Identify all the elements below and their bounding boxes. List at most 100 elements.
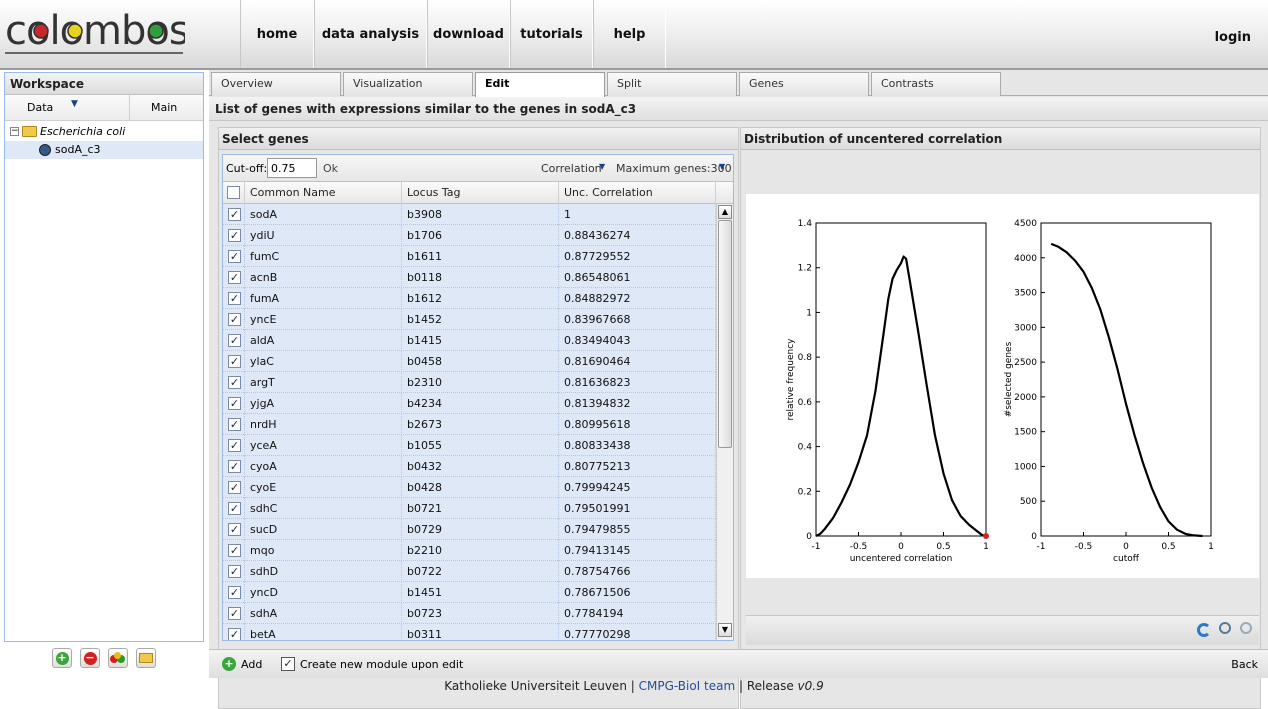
col-main[interactable]: Main xyxy=(151,101,178,114)
cutoff-input[interactable] xyxy=(267,158,317,178)
row-select-cell[interactable]: ✓ xyxy=(223,351,245,372)
chevron-down-icon[interactable]: ▼ xyxy=(719,162,726,171)
row-checkbox[interactable]: ✓ xyxy=(228,565,241,578)
add-module-button[interactable]: + xyxy=(52,648,72,668)
tab-genes[interactable]: Genes xyxy=(739,72,869,96)
table-row[interactable]: ✓ yjgA b4234 0.81394832 xyxy=(223,393,716,414)
table-row[interactable]: ✓ ydiU b1706 0.88436274 xyxy=(223,225,716,246)
footer-team-link[interactable]: CMPG-BioI team xyxy=(638,679,736,693)
create-module-checkbox[interactable]: ✓ xyxy=(281,657,295,671)
col-data[interactable]: Data xyxy=(27,101,54,114)
nav-help[interactable]: help xyxy=(593,0,666,68)
zoom-out-icon[interactable] xyxy=(1240,622,1252,634)
table-row[interactable]: ✓ aldA b1415 0.83494043 xyxy=(223,330,716,351)
row-select-cell[interactable]: ✓ xyxy=(223,267,245,288)
row-checkbox[interactable]: ✓ xyxy=(228,376,241,389)
tree-node-ecoli[interactable]: − Escherichia coli xyxy=(5,123,203,141)
tree-node-soda[interactable]: sodA_c3 xyxy=(5,141,203,159)
row-select-cell[interactable]: ✓ xyxy=(223,477,245,498)
table-row[interactable]: ✓ yncE b1452 0.83967668 xyxy=(223,309,716,330)
max-genes-dropdown[interactable]: Maximum genes:300 xyxy=(616,162,732,175)
tab-contrasts[interactable]: Contrasts xyxy=(871,72,1001,96)
row-select-cell[interactable]: ✓ xyxy=(223,372,245,393)
row-checkbox[interactable]: ✓ xyxy=(228,334,241,347)
table-row[interactable]: ✓ sodA b3908 1 xyxy=(223,204,716,225)
table-row[interactable]: ✓ acnB b0118 0.86548061 xyxy=(223,267,716,288)
new-folder-button[interactable] xyxy=(136,648,156,668)
refresh-icon[interactable] xyxy=(1197,623,1211,637)
scroll-down-arrow[interactable]: ▼ xyxy=(718,623,732,637)
row-checkbox[interactable]: ✓ xyxy=(228,502,241,515)
row-checkbox[interactable]: ✓ xyxy=(228,481,241,494)
row-checkbox[interactable]: ✓ xyxy=(228,418,241,431)
tab-visualization[interactable]: Visualization xyxy=(343,72,473,96)
row-select-cell[interactable]: ✓ xyxy=(223,540,245,561)
nav-data-analysis[interactable]: data analysis xyxy=(314,0,427,68)
nav-tutorials[interactable]: tutorials xyxy=(510,0,593,68)
zoom-in-icon[interactable] xyxy=(1219,622,1231,634)
row-select-cell[interactable]: ✓ xyxy=(223,288,245,309)
add-icon[interactable]: + xyxy=(222,657,236,671)
table-row[interactable]: ✓ nrdH b2673 0.80995618 xyxy=(223,414,716,435)
nav-download[interactable]: download xyxy=(427,0,510,68)
ok-button[interactable]: Ok xyxy=(323,162,339,175)
row-checkbox[interactable]: ✓ xyxy=(228,229,241,242)
row-checkbox[interactable]: ✓ xyxy=(228,523,241,536)
row-select-cell[interactable]: ✓ xyxy=(223,246,245,267)
nav-home[interactable]: home xyxy=(240,0,314,68)
row-select-cell[interactable]: ✓ xyxy=(223,624,245,640)
row-select-cell[interactable]: ✓ xyxy=(223,414,245,435)
row-checkbox[interactable]: ✓ xyxy=(228,544,241,557)
table-row[interactable]: ✓ sucD b0729 0.79479855 xyxy=(223,519,716,540)
table-row[interactable]: ✓ cyoE b0428 0.79994245 xyxy=(223,477,716,498)
row-select-cell[interactable]: ✓ xyxy=(223,204,245,225)
back-button[interactable]: Back xyxy=(1231,658,1258,671)
table-row[interactable]: ✓ yncD b1451 0.78671506 xyxy=(223,582,716,603)
scroll-up-arrow[interactable]: ▲ xyxy=(718,205,732,219)
tab-split[interactable]: Split xyxy=(607,72,737,96)
row-checkbox[interactable]: ✓ xyxy=(228,355,241,368)
row-checkbox[interactable]: ✓ xyxy=(228,607,241,620)
table-row[interactable]: ✓ fumA b1612 0.84882972 xyxy=(223,288,716,309)
row-select-cell[interactable]: ✓ xyxy=(223,582,245,603)
scroll-thumb[interactable] xyxy=(718,220,732,448)
row-checkbox[interactable]: ✓ xyxy=(228,271,241,284)
row-select-cell[interactable]: ✓ xyxy=(223,330,245,351)
row-select-cell[interactable]: ✓ xyxy=(223,561,245,582)
row-checkbox[interactable]: ✓ xyxy=(228,586,241,599)
row-select-cell[interactable]: ✓ xyxy=(223,498,245,519)
table-row[interactable]: ✓ sdhD b0722 0.78754766 xyxy=(223,561,716,582)
header-unc-correlation[interactable]: Unc. Correlation xyxy=(559,182,716,204)
row-select-cell[interactable]: ✓ xyxy=(223,393,245,414)
header-common-name[interactable]: Common Name xyxy=(245,182,402,204)
row-select-cell[interactable]: ✓ xyxy=(223,519,245,540)
table-row[interactable]: ✓ betA b0311 0.77770298 xyxy=(223,624,716,640)
table-row[interactable]: ✓ fumC b1611 0.87729552 xyxy=(223,246,716,267)
collapse-icon[interactable]: − xyxy=(10,126,19,136)
row-select-cell[interactable]: ✓ xyxy=(223,603,245,624)
row-checkbox[interactable]: ✓ xyxy=(228,460,241,473)
header-select-all[interactable] xyxy=(223,182,245,204)
login-link[interactable]: login xyxy=(1214,30,1251,45)
table-row[interactable]: ✓ mqo b2210 0.79413145 xyxy=(223,540,716,561)
header-locus-tag[interactable]: Locus Tag xyxy=(402,182,559,204)
row-checkbox[interactable]: ✓ xyxy=(228,628,241,640)
table-row[interactable]: ✓ sdhC b0721 0.79501991 xyxy=(223,498,716,519)
tab-overview[interactable]: Overview xyxy=(211,72,341,96)
chevron-down-icon[interactable]: ▼ xyxy=(599,162,606,171)
row-checkbox[interactable]: ✓ xyxy=(228,292,241,305)
correlation-dropdown[interactable]: Correlation xyxy=(541,162,602,175)
select-all-checkbox[interactable] xyxy=(227,186,240,199)
table-row[interactable]: ✓ yceA b1055 0.80833438 xyxy=(223,435,716,456)
grid-scrollbar[interactable]: ▲ ▼ xyxy=(716,204,733,640)
row-checkbox[interactable]: ✓ xyxy=(228,397,241,410)
colombos-logo[interactable]: colombos xyxy=(5,8,185,60)
row-select-cell[interactable]: ✓ xyxy=(223,309,245,330)
row-select-cell[interactable]: ✓ xyxy=(223,225,245,246)
row-select-cell[interactable]: ✓ xyxy=(223,435,245,456)
row-checkbox[interactable]: ✓ xyxy=(228,208,241,221)
row-checkbox[interactable]: ✓ xyxy=(228,439,241,452)
remove-module-button[interactable]: − xyxy=(80,648,100,668)
table-row[interactable]: ✓ ylaC b0458 0.81690464 xyxy=(223,351,716,372)
table-row[interactable]: ✓ sdhA b0723 0.7784194 xyxy=(223,603,716,624)
